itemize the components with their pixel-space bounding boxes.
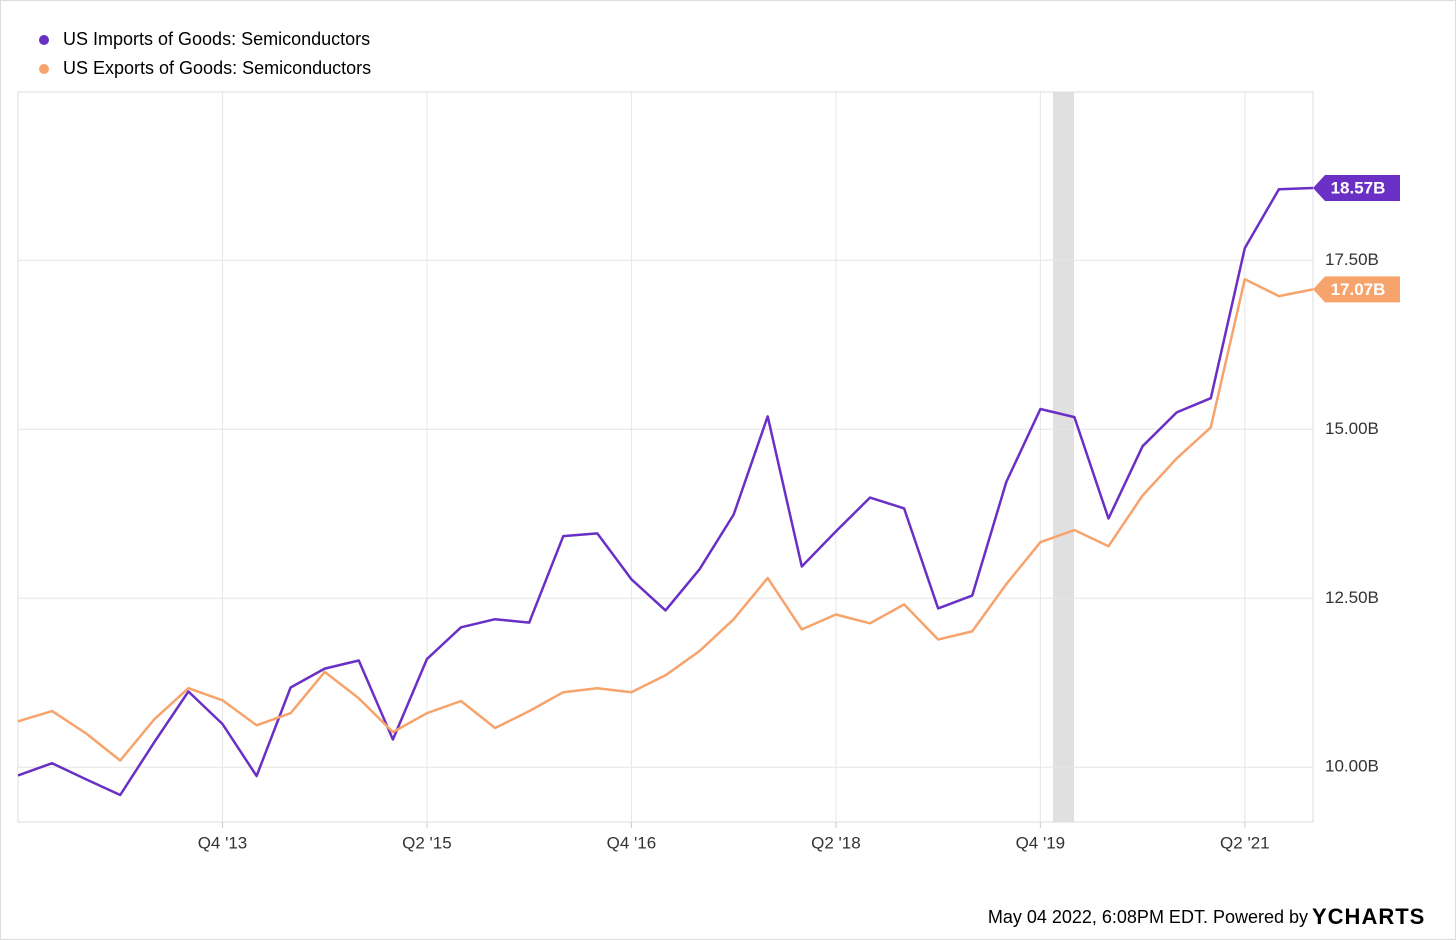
x-tick-label: Q2 '15 [402, 833, 452, 852]
legend-label: US Exports of Goods: Semiconductors [63, 58, 371, 78]
y-tick-label: 15.00B [1325, 419, 1379, 438]
y-tick-label: 12.50B [1325, 588, 1379, 607]
legend-label: US Imports of Goods: Semiconductors [63, 29, 370, 49]
x-tick-label: Q4 '16 [607, 833, 657, 852]
recession-band [1053, 92, 1074, 822]
value-label-bg [1313, 174, 1400, 201]
plot-border [17, 91, 1314, 823]
legend-marker [39, 64, 49, 74]
x-tick-label: Q2 '18 [811, 833, 861, 852]
brand: YCHARTS [1312, 904, 1425, 929]
value-label: 17.07B [1331, 280, 1386, 299]
value-label: 18.57B [1331, 178, 1386, 197]
x-tick-label: Q4 '13 [198, 833, 248, 852]
series-line [17, 277, 1314, 762]
y-tick-label: 17.50B [1325, 250, 1379, 269]
legend-marker [39, 35, 49, 45]
x-tick-label: Q2 '21 [1220, 833, 1270, 852]
value-label-bg [1313, 276, 1400, 303]
footer: May 04 2022, 6:08PM EDT. Powered by [988, 907, 1308, 927]
x-tick-label: Q4 '19 [1016, 833, 1066, 852]
y-tick-label: 10.00B [1325, 757, 1379, 776]
series-line [17, 186, 1314, 797]
